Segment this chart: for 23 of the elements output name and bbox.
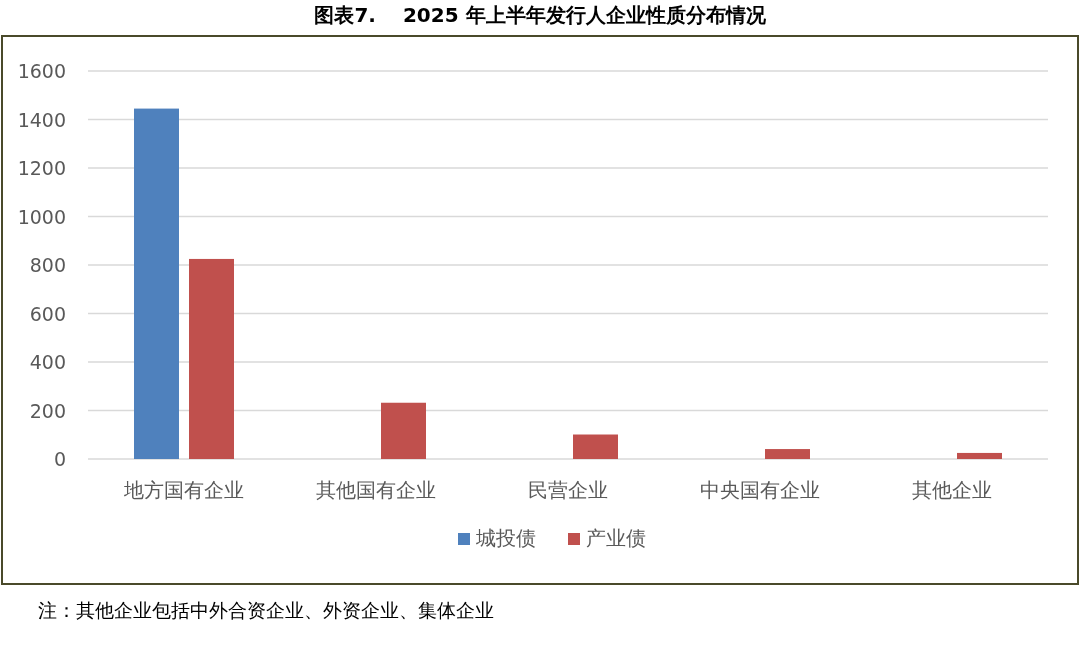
y-tick-label: 0 bbox=[53, 448, 66, 470]
legend-label: 产业债 bbox=[586, 526, 646, 550]
y-tick-label: 600 bbox=[29, 302, 66, 325]
text: 注：其他企业包括中外合资企业、外资企业、集体企业 bbox=[38, 599, 494, 621]
x-tick-label: 民营企业 bbox=[528, 478, 608, 502]
y-tick-label: 1400 bbox=[17, 108, 66, 131]
bar bbox=[189, 258, 234, 459]
x-tick-label: 地方国有企业 bbox=[123, 478, 244, 502]
y-tick-label: 200 bbox=[29, 399, 66, 422]
y-tick-label: 1600 bbox=[17, 60, 66, 82]
y-tick-label: 1000 bbox=[17, 205, 66, 228]
x-tick-label: 中央国有企业 bbox=[700, 478, 820, 502]
y-tick-label: 800 bbox=[29, 254, 66, 276]
bar bbox=[573, 434, 618, 459]
y-tick-label: 400 bbox=[29, 351, 66, 373]
legend-label: 城投债 bbox=[475, 526, 536, 550]
x-tick-label: 其他国有企业 bbox=[316, 478, 436, 502]
title: 图表7. 2025 年上半年发行人企业性质分布情况 bbox=[314, 3, 766, 27]
x-tick-label: 其他企业 bbox=[912, 478, 992, 502]
bar bbox=[381, 402, 426, 459]
bar bbox=[765, 449, 810, 459]
y-tick-label: 1200 bbox=[17, 157, 66, 179]
bar bbox=[957, 452, 1002, 459]
